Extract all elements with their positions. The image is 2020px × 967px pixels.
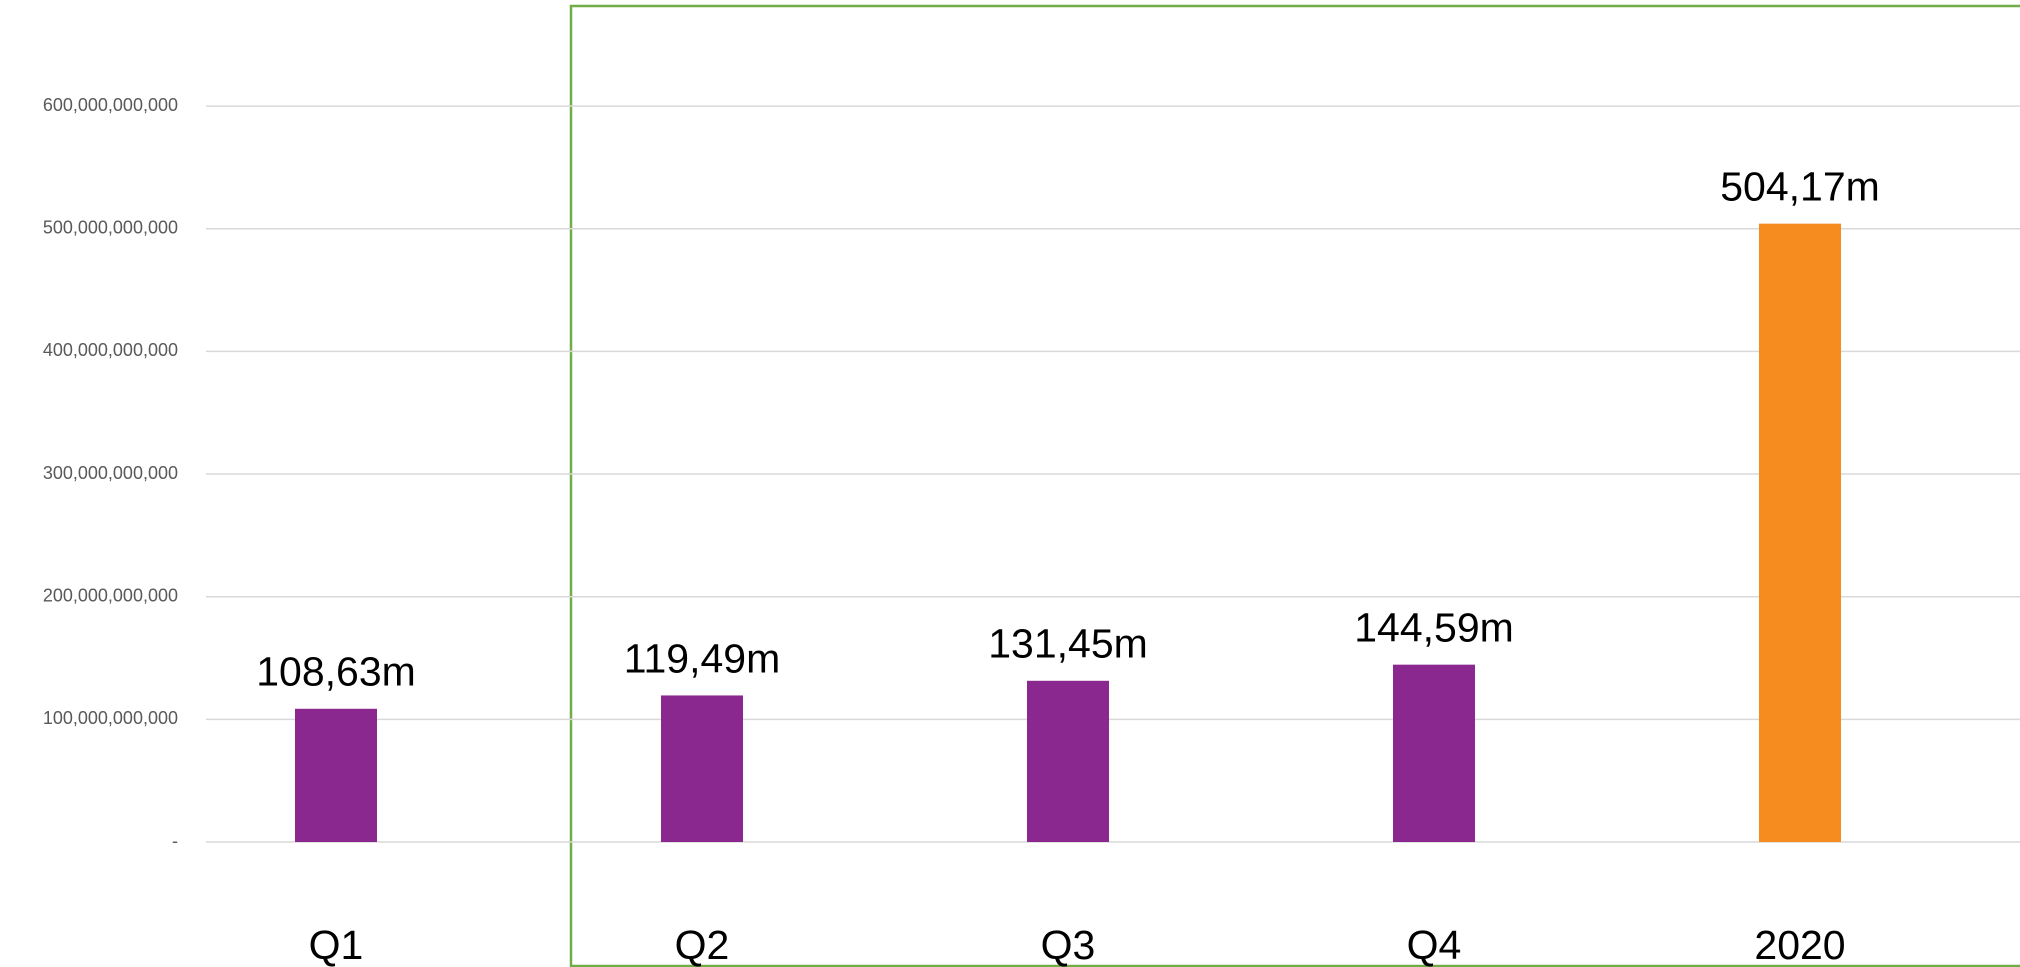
bar	[661, 695, 743, 842]
x-tick-label: Q2	[675, 922, 730, 967]
value-label: 504,17m	[1720, 163, 1880, 209]
bar	[1759, 223, 1841, 842]
x-tick-label: Q3	[1041, 922, 1096, 967]
x-tick-label: 2020	[1754, 922, 1845, 967]
y-tick-label: 300,000,000,000	[43, 463, 178, 483]
y-tick-label: 400,000,000,000	[43, 340, 178, 360]
value-label: 119,49m	[624, 635, 781, 681]
y-tick-label: 200,000,000,000	[43, 585, 178, 605]
y-tick-label: -	[172, 831, 178, 851]
y-tick-label: 500,000,000,000	[43, 218, 178, 238]
bar	[295, 708, 377, 842]
bar	[1393, 664, 1475, 842]
x-tick-label: Q4	[1407, 922, 1462, 967]
value-label: 108,63m	[256, 649, 416, 695]
x-tick-label: Q1	[309, 922, 364, 967]
value-label: 131,45m	[988, 621, 1148, 667]
y-tick-label: 600,000,000,000	[43, 95, 178, 115]
value-label: 144,59m	[1354, 604, 1514, 650]
bar	[1027, 680, 1109, 842]
y-tick-label: 100,000,000,000	[43, 708, 178, 728]
highlight-box	[569, 4, 2020, 967]
